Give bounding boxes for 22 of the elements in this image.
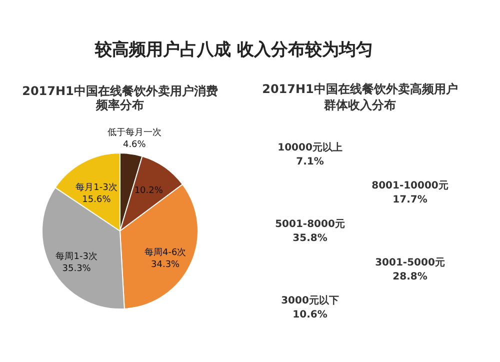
slice-label: 每周1-3次 [56,250,98,262]
category-label: 3001-5000元 [375,256,445,268]
data-label: 10.6% [292,310,328,321]
data-label: 4.6% [122,140,146,150]
text: 2017H1中国在线餐饮外卖高频用户群体收入分布 [262,82,458,112]
data-label: 35.8% [292,233,328,244]
data-label: 17.7% [392,194,428,206]
slice-label: 每月1-3次 [76,182,118,193]
data-label: 7.1% [296,156,324,168]
data-label: 10.2% [134,186,164,196]
data-label: 35.3% [62,264,92,274]
category-label: 5001-8000元 [275,218,345,230]
category-label: 8001-10000元 [372,180,448,192]
data-label: 15.6% [82,194,112,205]
category-label: 3000元以下 [281,294,339,307]
slice-label: 低于每月一次 [107,127,162,138]
data-label: 34.3% [151,260,180,270]
category-label: 10000元以上 [278,141,342,154]
slice-label: 每周4-6次 [144,247,186,258]
chart-title: 2017H1中国在线餐饮外卖用户消费频率分布 [22,84,218,112]
data-label: 28.8% [392,271,428,282]
text: 较高频用户占八成 收入分布较为均匀 [94,39,374,62]
